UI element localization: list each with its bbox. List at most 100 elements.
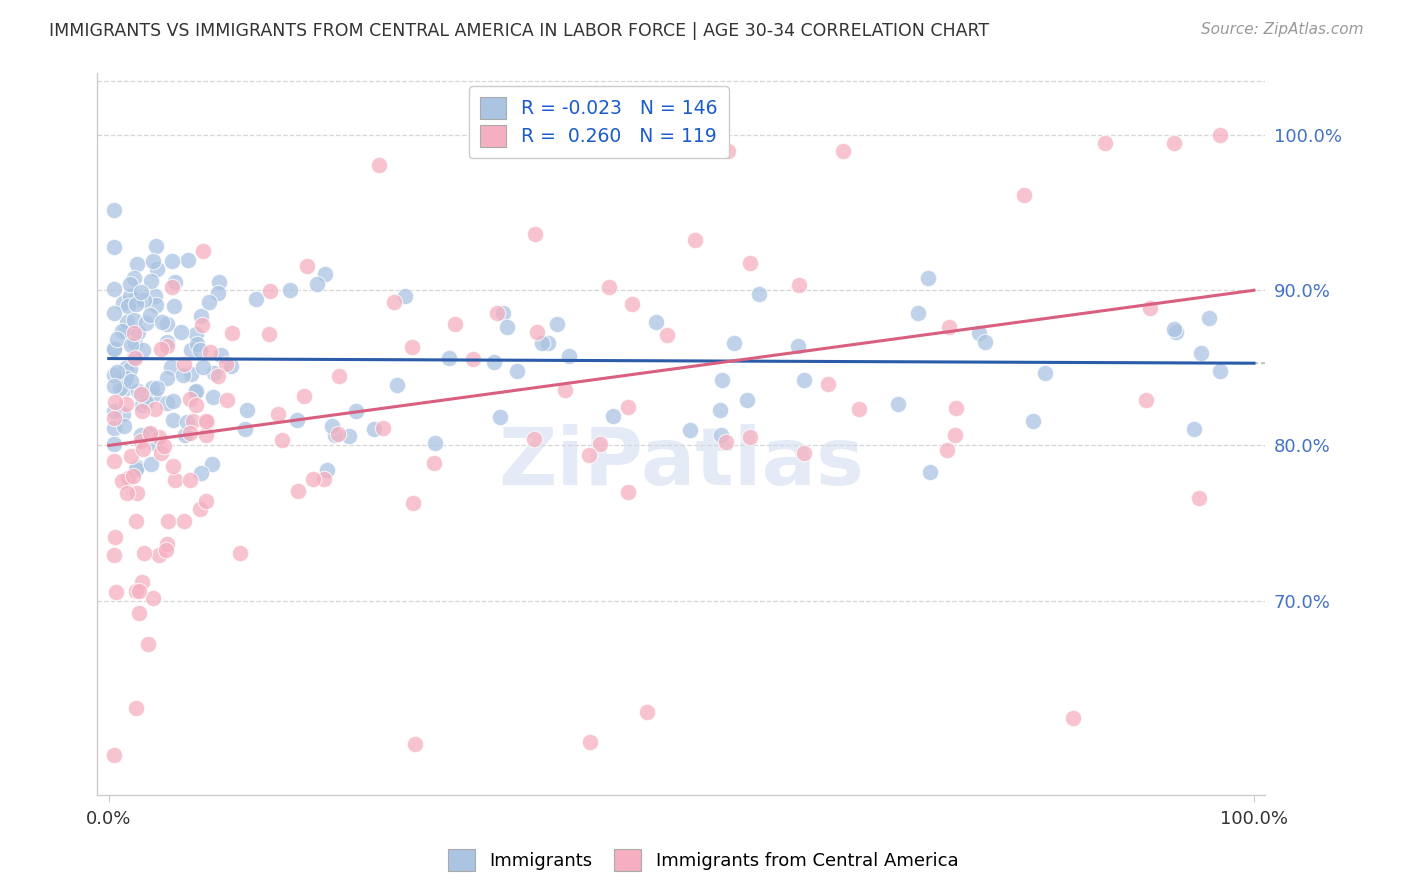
Point	[115, 323, 138, 337]
Point	[143, 402, 166, 417]
Point	[200, 345, 222, 359]
Point	[125, 514, 148, 528]
Point	[124, 293, 146, 307]
Point	[162, 393, 184, 408]
Point	[935, 443, 957, 458]
Point	[146, 261, 169, 276]
Point	[104, 585, 127, 599]
Point	[489, 410, 512, 425]
Point	[188, 343, 211, 358]
Point	[967, 326, 990, 340]
Point	[197, 415, 219, 429]
Point	[194, 414, 217, 428]
Point	[1198, 310, 1220, 325]
Point	[314, 267, 336, 281]
Point	[738, 430, 761, 444]
Point	[103, 421, 125, 435]
Point	[162, 280, 184, 294]
Point	[103, 404, 125, 418]
Point	[423, 456, 446, 470]
Point	[714, 434, 737, 449]
Point	[401, 496, 423, 510]
Point	[368, 158, 391, 172]
Point	[344, 404, 367, 418]
Point	[103, 282, 125, 296]
Point	[128, 584, 150, 599]
Point	[103, 394, 125, 409]
Point	[602, 409, 624, 424]
Point	[169, 325, 191, 339]
Point	[1189, 345, 1212, 359]
Point	[271, 434, 294, 448]
Point	[461, 351, 484, 366]
Point	[887, 397, 910, 411]
Point	[103, 306, 125, 320]
Point	[176, 415, 198, 429]
Point	[709, 403, 731, 417]
Point	[117, 471, 139, 485]
Point	[156, 537, 179, 551]
Point	[636, 706, 658, 720]
Point	[191, 244, 214, 259]
Point	[131, 434, 153, 448]
Point	[918, 465, 941, 479]
Point	[363, 422, 385, 436]
Point	[143, 436, 166, 450]
Point	[143, 288, 166, 302]
Point	[118, 277, 141, 291]
Point	[103, 368, 125, 383]
Point	[131, 398, 153, 412]
Point	[131, 403, 153, 417]
Point	[103, 203, 125, 218]
Point	[124, 462, 146, 476]
Point	[173, 427, 195, 442]
Point	[112, 418, 135, 433]
Point	[135, 395, 157, 409]
Point	[155, 334, 177, 349]
Point	[142, 591, 165, 605]
Point	[103, 747, 125, 762]
Point	[215, 357, 238, 371]
Point	[112, 295, 135, 310]
Point	[280, 283, 302, 297]
Point	[443, 317, 465, 331]
Point	[235, 402, 257, 417]
Point	[328, 369, 350, 384]
Point	[530, 335, 553, 350]
Point	[492, 306, 515, 320]
Point	[155, 543, 177, 558]
Point	[138, 308, 160, 322]
Point	[184, 384, 207, 398]
Point	[160, 254, 183, 268]
Point	[103, 341, 125, 355]
Point	[831, 144, 853, 158]
Point	[172, 368, 194, 383]
Point	[817, 377, 839, 392]
Point	[183, 385, 205, 400]
Point	[294, 389, 316, 403]
Point	[149, 342, 172, 356]
Point	[125, 701, 148, 715]
Point	[209, 348, 232, 362]
Point	[188, 502, 211, 516]
Point	[617, 485, 640, 500]
Point	[385, 378, 408, 392]
Point	[439, 351, 461, 365]
Point	[526, 326, 548, 340]
Point	[1163, 322, 1185, 336]
Point	[486, 306, 509, 320]
Point	[127, 486, 149, 500]
Point	[124, 335, 146, 350]
Point	[139, 274, 162, 288]
Text: IMMIGRANTS VS IMMIGRANTS FROM CENTRAL AMERICA IN LABOR FORCE | AGE 30-34 CORRELA: IMMIGRANTS VS IMMIGRANTS FROM CENTRAL AM…	[49, 22, 990, 40]
Point	[184, 398, 207, 412]
Point	[179, 392, 201, 407]
Point	[186, 327, 208, 342]
Point	[505, 364, 527, 378]
Point	[326, 427, 349, 442]
Point	[496, 319, 519, 334]
Point	[316, 463, 339, 477]
Point	[129, 387, 152, 401]
Point	[1062, 711, 1084, 725]
Point	[195, 494, 218, 508]
